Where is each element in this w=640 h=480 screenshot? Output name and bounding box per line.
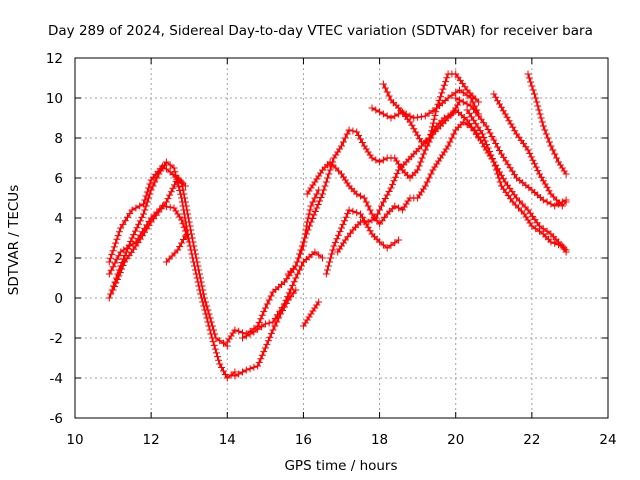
series-track-12 — [334, 98, 463, 256]
data-series — [105, 70, 570, 382]
series-markers — [239, 248, 326, 342]
series-markers — [490, 90, 570, 210]
series-track-20 — [299, 298, 323, 330]
y-tick-label: -4 — [50, 371, 63, 387]
series-line — [234, 289, 297, 377]
series-markers — [379, 70, 483, 146]
series-track-15 — [452, 94, 570, 210]
series-track-9 — [284, 106, 483, 278]
series-track-18 — [490, 90, 570, 210]
series-track-8 — [239, 248, 326, 342]
y-tick-label: 6 — [54, 171, 63, 187]
plot-frame — [74, 57, 609, 419]
y-tick-label: 8 — [54, 131, 63, 147]
x-tick-label: 14 — [219, 432, 236, 448]
series-track-4 — [109, 174, 189, 294]
series-markers — [452, 94, 570, 210]
series-track-10 — [303, 118, 479, 228]
y-tick-label: 12 — [46, 51, 63, 67]
series-markers — [299, 298, 323, 330]
y-tick-label: -6 — [50, 411, 63, 427]
series-markers — [471, 126, 570, 256]
y-tick-label: -2 — [50, 331, 63, 347]
x-tick-label: 20 — [447, 432, 464, 448]
x-axis-label: GPS time / hours — [284, 458, 397, 474]
y-tick-label: 4 — [54, 211, 63, 227]
x-tick-label: 16 — [295, 432, 312, 448]
y-tick-label: 10 — [46, 91, 63, 107]
series-track-11 — [322, 206, 403, 278]
series-markers — [303, 118, 479, 228]
x-tick-label: 12 — [143, 432, 160, 448]
x-tick-label: 22 — [523, 432, 540, 448]
series-line — [242, 250, 323, 339]
x-tick-label: 10 — [66, 432, 83, 448]
chart-title: Day 289 of 2024, Sidereal Day-to-day VTE… — [48, 23, 593, 39]
series-track-17 — [471, 126, 570, 256]
grid — [75, 58, 608, 418]
series-markers — [109, 174, 189, 294]
x-tick-label: 18 — [371, 432, 388, 448]
series-markers — [524, 70, 570, 178]
series-track-14 — [379, 70, 483, 146]
y-tick-label: 2 — [54, 251, 63, 267]
series-markers — [162, 232, 189, 266]
series-line — [527, 73, 567, 175]
y-axis-label: SDTVAR / TECUs — [6, 185, 22, 295]
series-markers — [322, 206, 403, 278]
y-tick-label: 0 — [54, 291, 63, 307]
series-track-19 — [524, 70, 570, 178]
x-tick-label: 24 — [599, 432, 616, 448]
series-markers — [334, 98, 463, 256]
series-track-5 — [162, 232, 189, 266]
